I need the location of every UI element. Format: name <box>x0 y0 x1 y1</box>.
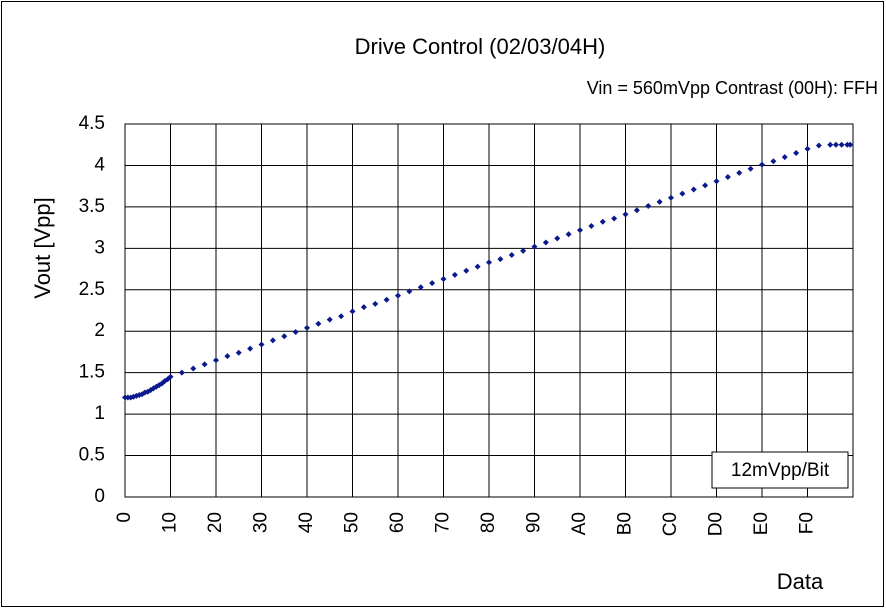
data-point <box>588 222 595 229</box>
x-tick-label: 50 <box>342 512 363 533</box>
data-point <box>235 349 242 356</box>
data-point <box>645 203 652 210</box>
x-tick-label: F0 <box>797 512 818 534</box>
data-point <box>832 141 839 148</box>
x-tick-label: 90 <box>524 512 545 533</box>
data-point <box>531 243 538 250</box>
data-point <box>247 345 254 352</box>
data-point <box>838 141 845 148</box>
data-point <box>315 320 322 327</box>
y-axis-label: Vout [Vpp] <box>30 197 55 299</box>
data-point <box>668 194 674 201</box>
data-point <box>713 178 720 185</box>
data-point <box>349 308 356 315</box>
data-point <box>269 337 276 344</box>
data-point <box>474 263 481 270</box>
data-point <box>690 186 697 193</box>
x-tick-label: A0 <box>569 512 590 535</box>
data-point <box>781 154 788 161</box>
annotation: 12mVpp/Bit <box>731 460 830 481</box>
data-point <box>747 165 754 172</box>
data-point <box>565 231 572 238</box>
data-point <box>554 235 561 242</box>
data-point <box>724 174 731 181</box>
data-point <box>326 316 333 323</box>
data-point <box>804 145 811 152</box>
data-point <box>213 357 219 364</box>
y-tick-label: 2.5 <box>79 279 105 300</box>
x-tick-label: 40 <box>296 512 317 533</box>
data-point <box>292 329 299 336</box>
x-tick-label: 80 <box>478 512 499 533</box>
x-tick-label: D0 <box>706 512 727 536</box>
data-point <box>770 158 777 165</box>
data-point <box>702 182 709 189</box>
data-point <box>847 141 854 148</box>
data-point <box>406 288 413 295</box>
data-point <box>395 292 401 299</box>
data-point <box>520 247 527 254</box>
annotation-box <box>711 451 849 489</box>
data-point <box>656 198 663 205</box>
x-tick-label: 0 <box>114 512 135 523</box>
y-tick-label: 0.5 <box>79 445 105 466</box>
y-tick-label: 1 <box>94 403 105 424</box>
data-point <box>417 284 424 291</box>
data-point <box>372 300 379 307</box>
data-point <box>497 256 504 263</box>
data-point <box>224 353 231 360</box>
data-point <box>611 215 618 222</box>
data-point <box>827 141 834 148</box>
data-point <box>451 271 458 278</box>
data-point <box>542 239 549 246</box>
data-point <box>429 280 436 287</box>
data-point <box>258 341 265 348</box>
data-point <box>736 169 743 176</box>
data-point <box>178 369 185 376</box>
data-point <box>759 161 765 168</box>
x-tick-label: C0 <box>660 512 681 536</box>
y-tick-label: 4.5 <box>79 113 105 134</box>
data-point <box>167 373 174 380</box>
x-tick-label: 60 <box>387 512 408 533</box>
y-tick-label: 3 <box>94 237 105 258</box>
data-point <box>201 361 208 368</box>
data-point <box>633 207 640 214</box>
data-point <box>190 365 197 372</box>
data-point <box>440 276 447 283</box>
y-tick-label: 3.5 <box>79 196 105 217</box>
data-point <box>338 313 345 320</box>
chart-title: Drive Control (02/03/04H) <box>355 34 606 59</box>
y-tick-label: 1.5 <box>79 362 105 383</box>
x-axis-label: Data <box>777 569 824 594</box>
x-tick-label: 30 <box>251 512 272 533</box>
x-tick-label: 20 <box>205 512 226 533</box>
data-point <box>508 251 515 258</box>
data-point <box>486 259 492 266</box>
data-point <box>622 211 629 218</box>
data-point <box>793 150 800 157</box>
x-tick-label: 10 <box>160 512 181 533</box>
x-tick-label: B0 <box>615 512 636 535</box>
data-point <box>383 296 390 303</box>
data-point <box>577 227 583 234</box>
data-point <box>815 142 822 149</box>
data-point <box>679 190 686 197</box>
y-tick-label: 4 <box>94 154 105 175</box>
data-point <box>599 218 606 225</box>
data-point <box>463 267 470 274</box>
x-tick-label: E0 <box>751 512 772 535</box>
x-tick-label: 70 <box>433 512 454 533</box>
data-point <box>281 333 288 340</box>
y-tick-label: 0 <box>94 486 105 507</box>
chart-subtitle: Vin = 560mVpp Contrast (00H): FFH <box>587 78 878 98</box>
data-point <box>304 324 310 331</box>
data-point <box>360 304 367 311</box>
y-tick-label: 2 <box>94 320 105 341</box>
